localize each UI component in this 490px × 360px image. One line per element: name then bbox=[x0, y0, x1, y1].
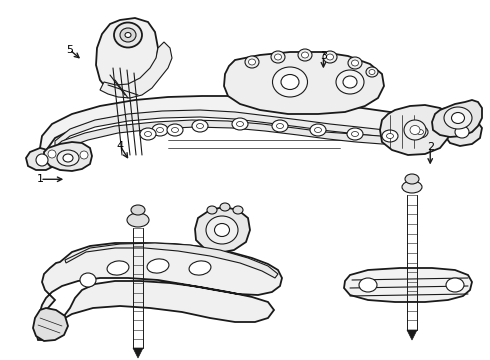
Ellipse shape bbox=[315, 127, 321, 132]
Ellipse shape bbox=[167, 124, 183, 136]
Ellipse shape bbox=[145, 131, 151, 136]
Ellipse shape bbox=[271, 51, 285, 63]
Ellipse shape bbox=[220, 203, 230, 211]
Polygon shape bbox=[33, 308, 68, 341]
Ellipse shape bbox=[131, 205, 145, 215]
Ellipse shape bbox=[120, 28, 136, 42]
Ellipse shape bbox=[189, 261, 211, 275]
Polygon shape bbox=[44, 142, 92, 171]
Text: 2: 2 bbox=[427, 142, 434, 152]
Ellipse shape bbox=[351, 60, 359, 66]
Ellipse shape bbox=[233, 206, 243, 214]
Ellipse shape bbox=[351, 131, 359, 136]
Ellipse shape bbox=[336, 70, 364, 94]
Ellipse shape bbox=[412, 126, 428, 138]
Ellipse shape bbox=[245, 56, 259, 68]
Ellipse shape bbox=[196, 123, 203, 129]
Polygon shape bbox=[344, 268, 472, 302]
Ellipse shape bbox=[57, 150, 79, 166]
Ellipse shape bbox=[347, 128, 363, 140]
Ellipse shape bbox=[402, 181, 422, 193]
Ellipse shape bbox=[80, 151, 88, 159]
Ellipse shape bbox=[107, 261, 129, 275]
Text: 1: 1 bbox=[37, 174, 44, 184]
Ellipse shape bbox=[366, 67, 378, 77]
Polygon shape bbox=[26, 148, 56, 170]
Ellipse shape bbox=[310, 124, 326, 136]
Ellipse shape bbox=[274, 54, 281, 60]
Ellipse shape bbox=[272, 67, 308, 97]
Ellipse shape bbox=[369, 69, 375, 75]
Ellipse shape bbox=[416, 130, 423, 135]
Ellipse shape bbox=[298, 49, 312, 61]
Polygon shape bbox=[96, 18, 158, 94]
Ellipse shape bbox=[80, 273, 96, 287]
Text: 3: 3 bbox=[320, 51, 327, 61]
Ellipse shape bbox=[348, 57, 362, 69]
Text: 5: 5 bbox=[66, 45, 73, 55]
Polygon shape bbox=[432, 100, 482, 137]
Polygon shape bbox=[407, 330, 417, 340]
Ellipse shape bbox=[343, 76, 357, 88]
Ellipse shape bbox=[232, 118, 248, 130]
Ellipse shape bbox=[359, 278, 377, 292]
Ellipse shape bbox=[140, 128, 156, 140]
Ellipse shape bbox=[326, 54, 334, 60]
Ellipse shape bbox=[48, 150, 56, 158]
Ellipse shape bbox=[382, 130, 398, 142]
Polygon shape bbox=[65, 243, 278, 278]
Ellipse shape bbox=[272, 120, 288, 132]
Ellipse shape bbox=[451, 112, 465, 123]
Polygon shape bbox=[445, 118, 482, 146]
Ellipse shape bbox=[152, 124, 168, 136]
Ellipse shape bbox=[405, 174, 419, 184]
Ellipse shape bbox=[206, 216, 238, 244]
Ellipse shape bbox=[172, 127, 178, 132]
Ellipse shape bbox=[36, 154, 48, 166]
Polygon shape bbox=[133, 348, 143, 358]
Ellipse shape bbox=[276, 123, 284, 129]
Ellipse shape bbox=[281, 75, 299, 90]
Ellipse shape bbox=[127, 213, 149, 227]
Ellipse shape bbox=[248, 59, 255, 65]
Ellipse shape bbox=[404, 120, 426, 140]
Ellipse shape bbox=[147, 259, 169, 273]
Ellipse shape bbox=[446, 278, 464, 292]
Polygon shape bbox=[224, 52, 384, 114]
Ellipse shape bbox=[192, 120, 208, 132]
Polygon shape bbox=[36, 243, 282, 340]
Ellipse shape bbox=[387, 134, 393, 139]
Ellipse shape bbox=[410, 126, 420, 135]
Polygon shape bbox=[48, 120, 460, 160]
Polygon shape bbox=[40, 96, 468, 152]
Ellipse shape bbox=[156, 127, 164, 132]
Ellipse shape bbox=[444, 107, 472, 129]
Ellipse shape bbox=[114, 23, 142, 48]
Text: 4: 4 bbox=[117, 141, 123, 151]
Polygon shape bbox=[55, 110, 460, 148]
Polygon shape bbox=[100, 42, 172, 98]
Ellipse shape bbox=[237, 122, 244, 126]
Ellipse shape bbox=[455, 126, 469, 138]
Ellipse shape bbox=[207, 206, 217, 214]
Ellipse shape bbox=[301, 52, 309, 58]
Ellipse shape bbox=[215, 224, 229, 237]
Ellipse shape bbox=[63, 154, 73, 162]
Polygon shape bbox=[195, 207, 250, 253]
Ellipse shape bbox=[323, 51, 337, 63]
Polygon shape bbox=[380, 105, 452, 155]
Ellipse shape bbox=[125, 32, 131, 37]
